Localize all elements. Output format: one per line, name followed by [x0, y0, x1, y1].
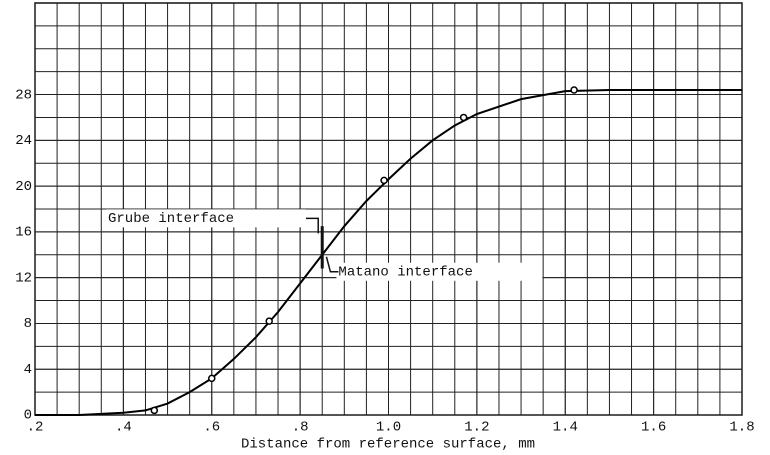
y-tick-label: 8 — [24, 316, 32, 332]
x-tick-label: .4 — [115, 420, 132, 436]
annotation: Grube interface — [108, 211, 234, 227]
data-point — [150, 406, 159, 415]
y-tick-label: 24 — [15, 133, 32, 149]
x-tick-label: 1.6 — [641, 420, 666, 436]
tick-label-bg — [1, 269, 33, 286]
tick-label-bg — [1, 132, 33, 149]
x-tick-label: .6 — [203, 420, 220, 436]
x-tick-label: 1.4 — [553, 420, 578, 436]
x-tick-label: 1.2 — [464, 420, 489, 436]
y-tick-label: 4 — [24, 362, 32, 378]
data-point — [459, 113, 468, 122]
tick-label-bg — [1, 86, 33, 103]
tick-label-bg — [1, 407, 33, 423]
annotation-leader — [325, 256, 339, 273]
x-tick-label: .8 — [292, 420, 309, 436]
curve — [35, 88, 742, 416]
x-tick-label: 1.8 — [729, 420, 754, 436]
data-point — [265, 317, 273, 325]
x-axis-label: Distance from reference surface, mm — [241, 437, 535, 453]
data-point — [208, 374, 216, 383]
x-tick-label: 1.0 — [376, 420, 401, 436]
tick-label-bg — [1, 178, 33, 195]
annotation-leader — [306, 217, 319, 234]
tick-label-bg — [1, 223, 33, 240]
y-tick-label: 28 — [15, 87, 32, 103]
data-point — [380, 176, 388, 185]
y-tick-label: 0 — [24, 408, 32, 424]
annotation: Matano interface — [338, 264, 472, 280]
y-tick-label: 12 — [15, 270, 32, 286]
tick-label-bg — [1, 315, 33, 332]
y-tick-label: 16 — [15, 225, 32, 241]
annotation-bg — [336, 262, 543, 281]
annotation-bg — [106, 209, 306, 228]
x-tick-label: .2 — [27, 420, 44, 436]
tick-label-bg — [1, 361, 33, 378]
data-point — [570, 86, 578, 94]
y-tick-label: 20 — [15, 179, 32, 195]
